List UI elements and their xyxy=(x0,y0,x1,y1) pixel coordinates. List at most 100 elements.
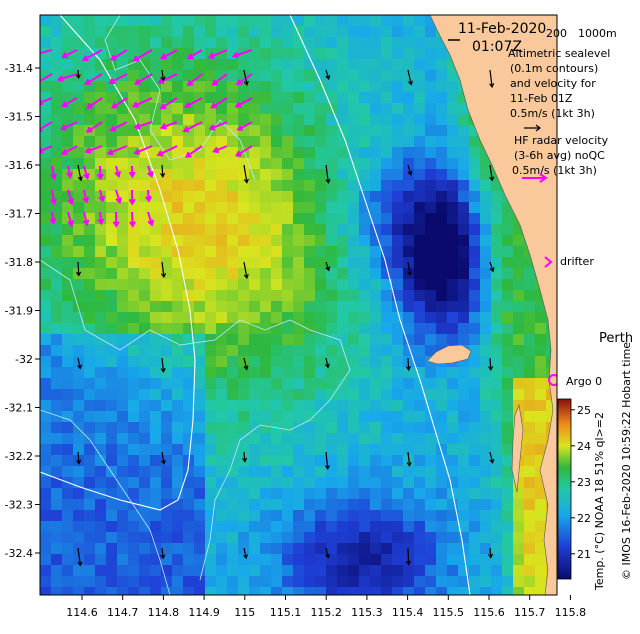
sst-cell xyxy=(414,158,426,170)
sst-cell xyxy=(381,103,393,115)
sst-cell xyxy=(73,246,85,258)
sst-cell xyxy=(260,235,272,247)
sst-cell xyxy=(491,367,503,379)
sst-cell xyxy=(150,290,162,302)
sst-cell xyxy=(458,477,470,489)
sst-cell xyxy=(106,136,118,148)
sst-cell xyxy=(73,565,85,577)
sst-cell xyxy=(502,323,514,335)
sst-cell xyxy=(216,576,228,588)
sst-cell xyxy=(117,521,129,533)
sst-cell xyxy=(128,345,140,357)
sst-cell xyxy=(414,279,426,291)
sst-cell xyxy=(293,521,305,533)
sst-cell xyxy=(117,378,129,390)
sst-cell xyxy=(337,510,349,522)
sst-cell xyxy=(436,81,448,93)
sst-cell xyxy=(326,411,338,423)
sst-cell xyxy=(139,422,151,434)
sst-cell xyxy=(282,543,294,555)
sst-cell xyxy=(414,48,426,60)
sst-cell xyxy=(216,521,228,533)
sst-cell xyxy=(282,323,294,335)
sst-cell xyxy=(40,37,52,49)
date-label: 11-Feb-2020 xyxy=(458,21,546,37)
sst-cell xyxy=(304,15,316,27)
sst-cell xyxy=(260,334,272,346)
sst-cell xyxy=(326,477,338,489)
sst-cell xyxy=(282,37,294,49)
sst-cell xyxy=(238,37,250,49)
sst-cell xyxy=(469,510,481,522)
sst-cell xyxy=(293,477,305,489)
sst-cell xyxy=(425,312,437,324)
sst-cell xyxy=(227,147,239,159)
sst-cell xyxy=(95,389,107,401)
sst-cell xyxy=(194,411,206,423)
sst-cell xyxy=(293,70,305,82)
sst-cell xyxy=(348,499,360,511)
sst-cell xyxy=(95,103,107,115)
sst-cell xyxy=(502,268,514,280)
sst-cell xyxy=(51,488,63,500)
sst-cell xyxy=(326,191,338,203)
sst-cell xyxy=(271,202,283,214)
sst-cell xyxy=(414,15,426,27)
sst-cell xyxy=(128,279,140,291)
sst-cell xyxy=(51,103,63,115)
sst-cell xyxy=(73,378,85,390)
sst-cell xyxy=(73,15,85,27)
sst-cell xyxy=(249,323,261,335)
sst-cell xyxy=(436,389,448,401)
sst-cell xyxy=(315,37,327,49)
sst-cell xyxy=(414,565,426,577)
sst-cell xyxy=(414,422,426,434)
sst-cell xyxy=(293,158,305,170)
sst-cell xyxy=(293,235,305,247)
sst-cell xyxy=(128,444,140,456)
sst-cell xyxy=(194,444,206,456)
sst-cell xyxy=(172,477,184,489)
sst-cell xyxy=(469,532,481,544)
sst-cell xyxy=(524,466,536,478)
sst-cell xyxy=(128,389,140,401)
sst-cell xyxy=(337,48,349,60)
sst-cell xyxy=(513,312,525,324)
sst-cell xyxy=(161,433,173,445)
sst-cell xyxy=(282,554,294,566)
sst-cell xyxy=(381,48,393,60)
sst-cell xyxy=(282,477,294,489)
sst-cell xyxy=(194,290,206,302)
sst-cell xyxy=(282,257,294,269)
sst-cell xyxy=(128,136,140,148)
sst-cell xyxy=(106,554,118,566)
sst-cell xyxy=(436,510,448,522)
sst-cell xyxy=(425,521,437,533)
sst-cell xyxy=(238,59,250,71)
sst-cell xyxy=(315,213,327,225)
sst-cell xyxy=(337,224,349,236)
sst-cell xyxy=(205,565,217,577)
sst-cell xyxy=(304,59,316,71)
sst-cell xyxy=(337,37,349,49)
sst-cell xyxy=(161,532,173,544)
sst-cell xyxy=(447,125,459,137)
sst-cell xyxy=(238,235,250,247)
sst-cell xyxy=(392,488,404,500)
sst-cell xyxy=(403,279,415,291)
sst-cell xyxy=(513,521,525,533)
sst-cell xyxy=(425,136,437,148)
sst-cell xyxy=(425,114,437,126)
sst-cell xyxy=(62,334,74,346)
sst-cell xyxy=(425,158,437,170)
sst-cell xyxy=(40,323,52,335)
sst-cell xyxy=(271,488,283,500)
sst-cell xyxy=(502,257,514,269)
sst-cell xyxy=(414,224,426,236)
sst-cell xyxy=(326,224,338,236)
sst-cell xyxy=(106,114,118,126)
sst-cell xyxy=(535,389,547,401)
sst-cell xyxy=(271,444,283,456)
sst-cell xyxy=(227,235,239,247)
sst-cell xyxy=(348,488,360,500)
